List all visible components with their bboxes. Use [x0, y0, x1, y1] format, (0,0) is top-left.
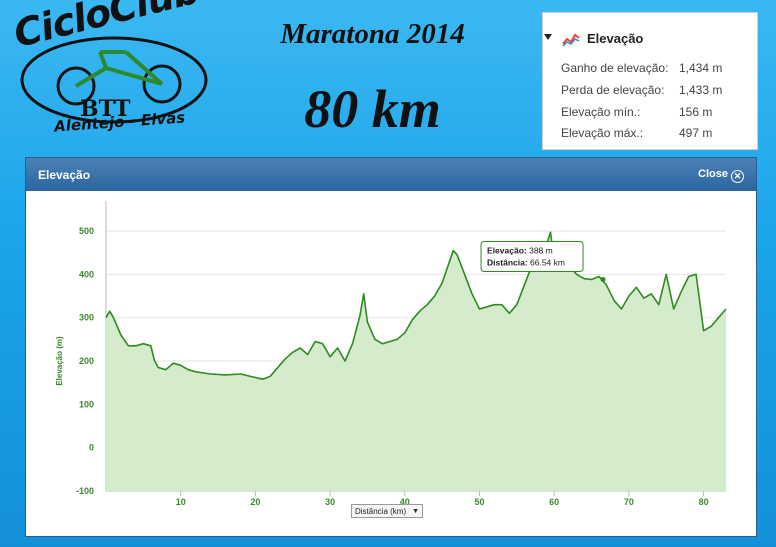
elevation-stats-panel: Elevação Ganho de elevação: 1,434 m Perd… — [542, 12, 758, 150]
x-tick-label: 50 — [474, 497, 484, 507]
y-tick-label: 200 — [79, 356, 94, 366]
tooltip-box — [480, 241, 584, 273]
x-tick-label: 40 — [400, 497, 410, 507]
stat-label: Perda de elevação: — [561, 83, 665, 97]
close-icon[interactable]: ✕ — [731, 170, 744, 183]
stat-row-loss: Perda de elevação: 1,433 m — [561, 83, 722, 97]
x-axis-select[interactable]: Distância (km) ▼ — [351, 504, 423, 518]
x-tick-label: 30 — [325, 497, 335, 507]
elevation-area — [106, 232, 726, 492]
stats-header[interactable]: Elevação — [543, 29, 757, 51]
stat-row-max: Elevação máx.: 497 m — [561, 126, 712, 140]
event-title: Maratona 2014 — [280, 18, 465, 50]
x-tick-label: 10 — [176, 497, 186, 507]
elevation-chart-icon — [562, 33, 580, 47]
close-label: Close — [698, 168, 728, 180]
y-axis-label: Elevação (m) — [55, 336, 64, 386]
y-tick-label: 300 — [79, 313, 94, 323]
elevation-chart[interactable]: -100 0 100 200 300 400 500 10 20 30 40 50 60 70 80 Elev… — [26, 191, 756, 531]
event-distance: 80 km — [304, 79, 441, 139]
stat-value: 1,434 m — [679, 61, 723, 75]
chevron-down-icon[interactable]: ▼ — [412, 508, 419, 515]
tooltip-distance: Distância: 66.54 km — [487, 258, 565, 268]
stat-value: 156 m — [679, 105, 713, 119]
y-tick-label: 500 — [79, 226, 94, 236]
stats-header-label: Elevação — [587, 31, 644, 46]
y-tick-label: 100 — [79, 399, 94, 409]
dialog-title: Elevação — [38, 168, 91, 182]
tooltip-marker — [600, 277, 606, 283]
bike-logo-icon — [20, 36, 208, 124]
x-tick-label: 60 — [549, 497, 559, 507]
x-tick-label: 80 — [699, 497, 709, 507]
x-tick-label: 20 — [250, 497, 260, 507]
collapse-triangle-icon[interactable] — [544, 34, 552, 40]
stat-label: Elevação máx.: — [561, 126, 644, 140]
stat-value: 497 m — [679, 126, 713, 140]
dialog-titlebar[interactable]: Elevação Close ✕ — [26, 158, 756, 191]
y-tick-label: 400 — [79, 269, 94, 279]
tooltip-elevation: Elevação: 388 m — [487, 246, 553, 256]
club-logo: CicloClube BTT Alentejo - Elvas — [9, 0, 227, 138]
close-button[interactable]: Close ✕ — [698, 168, 744, 183]
stat-label: Elevação mín.: — [561, 105, 641, 119]
stat-row-min: Elevação mín.: 156 m — [561, 105, 712, 119]
y-tick-label: 0 — [89, 443, 94, 453]
stat-row-gain: Ganho de elevação: 1,434 m — [561, 61, 722, 75]
stat-value: 1,433 m — [679, 83, 723, 97]
y-tick-label: -100 — [76, 486, 94, 496]
stat-label: Ganho de elevação: — [561, 61, 669, 75]
x-tick-label: 70 — [624, 497, 634, 507]
elevation-line — [105, 231, 727, 380]
logo-btt: BTT — [80, 96, 131, 122]
elevation-dialog: Elevação Close ✕ -100 0 100 200 300 400 500 10 20… — [25, 157, 757, 537]
x-axis-select-value: Distância (km) — [355, 507, 407, 516]
